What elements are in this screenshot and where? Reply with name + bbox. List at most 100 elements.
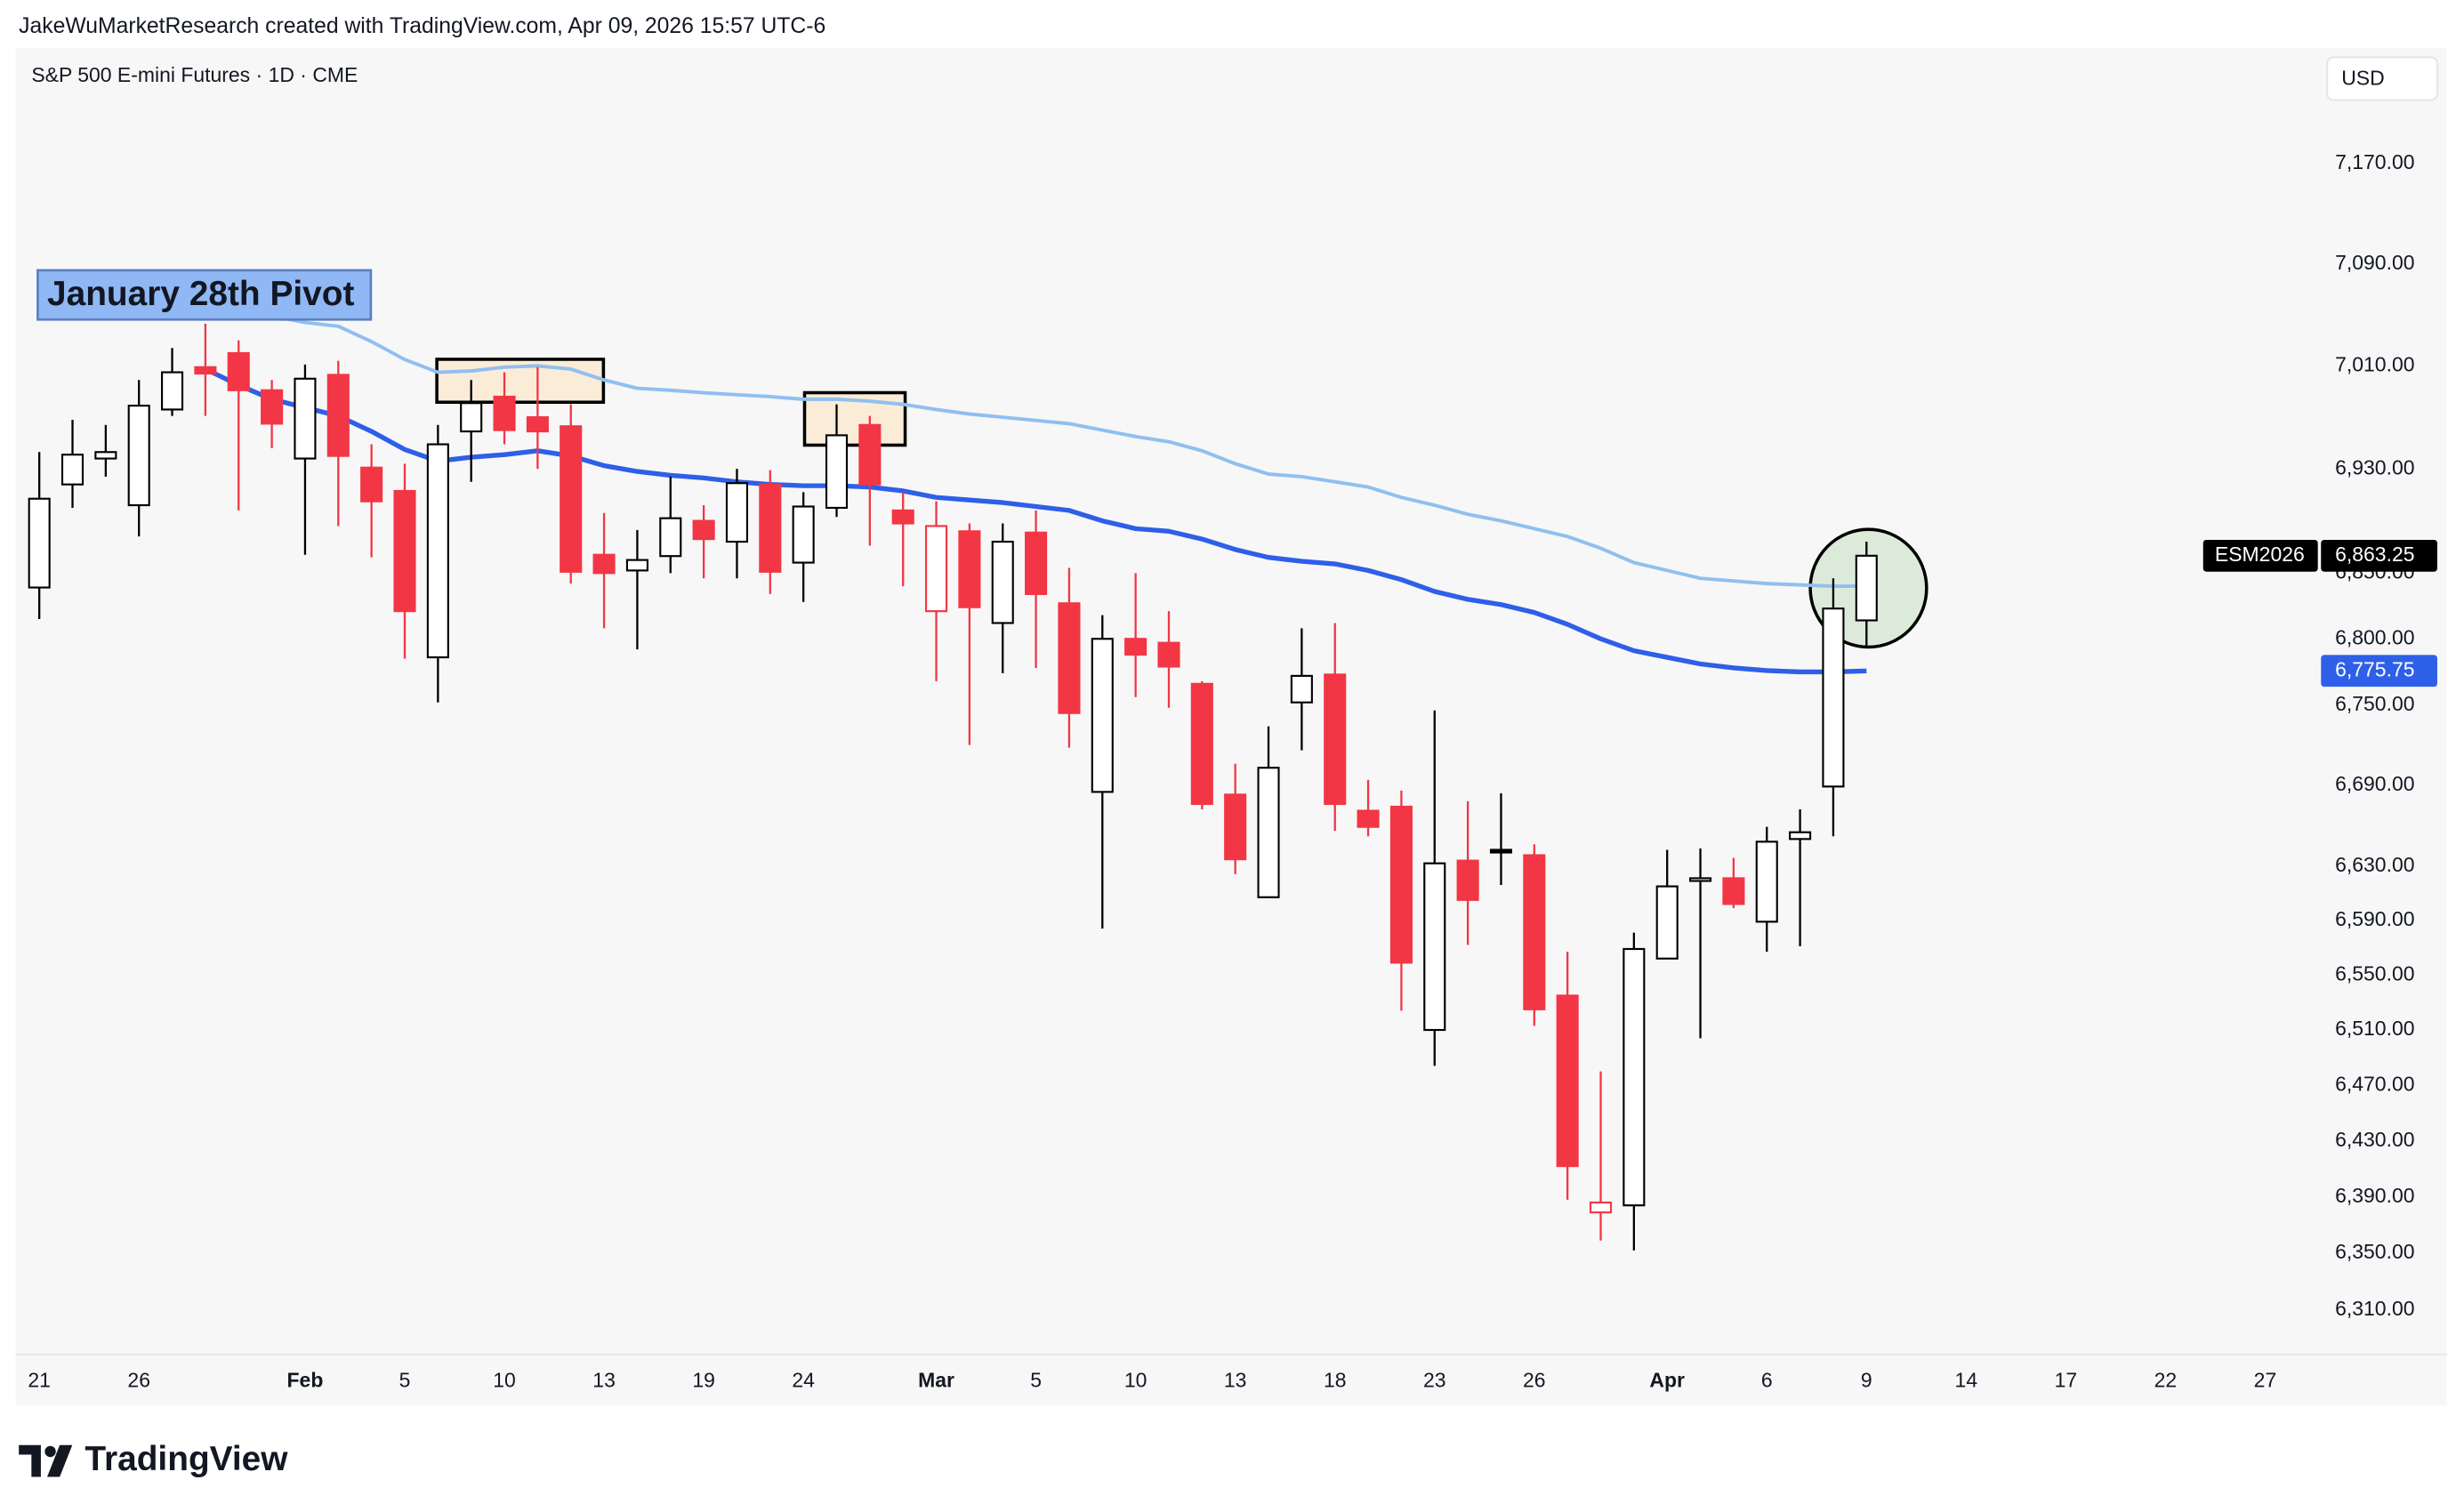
currency-box[interactable] (2326, 56, 2438, 101)
ma-value-label: 6,775.75 (2335, 657, 2414, 680)
candle-body (1290, 674, 1313, 704)
candle-body (858, 423, 882, 486)
candle-body (1755, 840, 1778, 923)
y-tick-label: 6,590.00 (2335, 907, 2414, 930)
y-tick-label: 6,430.00 (2335, 1128, 2414, 1151)
logo-icon (44, 1445, 56, 1458)
candle-body (493, 395, 516, 431)
y-tick-label: 6,930.00 (2335, 455, 2414, 479)
candle-body (1523, 854, 1546, 1010)
x-tick-label: Apr (1649, 1368, 1685, 1391)
ticker-label-box (2202, 539, 2318, 572)
last-price-box (2321, 539, 2437, 572)
candle-body (825, 434, 849, 510)
candle-body (792, 505, 815, 564)
x-tick-label: 19 (692, 1368, 715, 1391)
candle-body (1556, 994, 1579, 1168)
candle-body (1655, 885, 1679, 960)
moving-average-line (238, 308, 1867, 589)
y-tick-label: 6,750.00 (2335, 692, 2414, 715)
y-tick-label: 6,800.00 (2335, 625, 2414, 648)
x-tick-label: 21 (28, 1368, 51, 1391)
x-tick-label: 22 (2154, 1368, 2178, 1391)
x-tick-label: Mar (918, 1368, 954, 1391)
x-tick-label: 18 (1324, 1368, 1347, 1391)
y-tick-label: 6,470.00 (2335, 1072, 2414, 1095)
candle-body (625, 559, 648, 572)
candle-body (28, 497, 51, 589)
x-tick-label: 5 (1030, 1368, 1042, 1391)
y-tick-label: 6,630.00 (2335, 853, 2414, 876)
candle-body (1025, 531, 1048, 596)
plot (28, 308, 1878, 1251)
candle-body (60, 454, 85, 486)
x-tick-label: 26 (1523, 1368, 1546, 1391)
candle-body (1324, 673, 1347, 806)
candle-body (261, 389, 284, 425)
candle-body (1224, 793, 1247, 861)
chart-panel (15, 47, 2447, 1406)
candle-body (460, 402, 483, 433)
y-tick-label: 6,510.00 (2335, 1017, 2414, 1040)
x-tick-label: 13 (1224, 1368, 1247, 1391)
annotation-text: January 28th Pivot (47, 275, 354, 313)
moving-average-line (204, 366, 1867, 675)
y-tick-label: 6,690.00 (2335, 772, 2414, 795)
candle-body (1157, 641, 1180, 668)
candle-body (94, 451, 117, 460)
y-tick-label: 6,550.00 (2335, 961, 2414, 985)
x-tick-label: 13 (592, 1368, 616, 1391)
annotation-box (36, 269, 373, 321)
candle-body (1489, 849, 1513, 854)
logo-icon (46, 1444, 73, 1477)
axes: 7,170.007,090.007,010.006,930.006,850.00… (28, 150, 2437, 1391)
y-tick-label: 7,090.00 (2335, 251, 2414, 274)
x-tick-label: 26 (127, 1368, 150, 1391)
x-tick-label: 10 (1124, 1368, 1147, 1391)
logo: TradingView (19, 1440, 288, 1478)
candle-body (1257, 767, 1280, 898)
candle-body (1855, 554, 1878, 622)
candle-body (194, 366, 217, 375)
candle-body (1389, 805, 1413, 964)
y-tick-label: 6,310.00 (2335, 1297, 2414, 1320)
candle-body (127, 405, 150, 507)
candle-body (326, 374, 350, 457)
ticker-label: ESM2026 (2215, 543, 2305, 566)
candle-body (1190, 682, 1213, 806)
candle-body (1589, 1201, 1613, 1214)
logo-text: TradingView (85, 1440, 288, 1478)
candle-body (1689, 877, 1712, 882)
candle-body (1722, 877, 1745, 905)
candle-body (1822, 607, 1845, 788)
x-tick-label: 24 (792, 1368, 815, 1391)
x-tick-label: 5 (399, 1368, 411, 1391)
ma-value-box (2321, 655, 2437, 688)
candle-body (891, 509, 914, 525)
x-tick-label: 23 (1423, 1368, 1446, 1391)
x-tick-label: 27 (2254, 1368, 2277, 1391)
x-tick-label: 14 (1955, 1368, 1978, 1391)
candle-body (1456, 859, 1479, 901)
x-tick-label: 17 (2055, 1368, 2078, 1391)
candle-body (1091, 638, 1114, 793)
x-tick-label: 6 (1761, 1368, 1773, 1391)
candle-body (1623, 947, 1646, 1207)
y-tick-label: 6,390.00 (2335, 1184, 2414, 1207)
candle-body (991, 540, 1014, 624)
candle-body (227, 351, 250, 391)
x-tick-label: Feb (287, 1368, 324, 1391)
currency[interactable]: USD (2341, 66, 2384, 89)
candle-body (1423, 862, 1446, 1032)
y-tick-label: 6,350.00 (2335, 1240, 2414, 1263)
y-tick-label: 7,010.00 (2335, 352, 2414, 375)
candle-body (592, 553, 616, 575)
candle-body (759, 483, 782, 573)
header: JakeWuMarketResearch created with Tradin… (19, 13, 825, 38)
candle-body (1124, 638, 1147, 656)
chart-title: S&P 500 E-mini Futures · 1D · CME (31, 63, 358, 86)
candle-body (526, 416, 549, 433)
candle-body (294, 377, 317, 460)
